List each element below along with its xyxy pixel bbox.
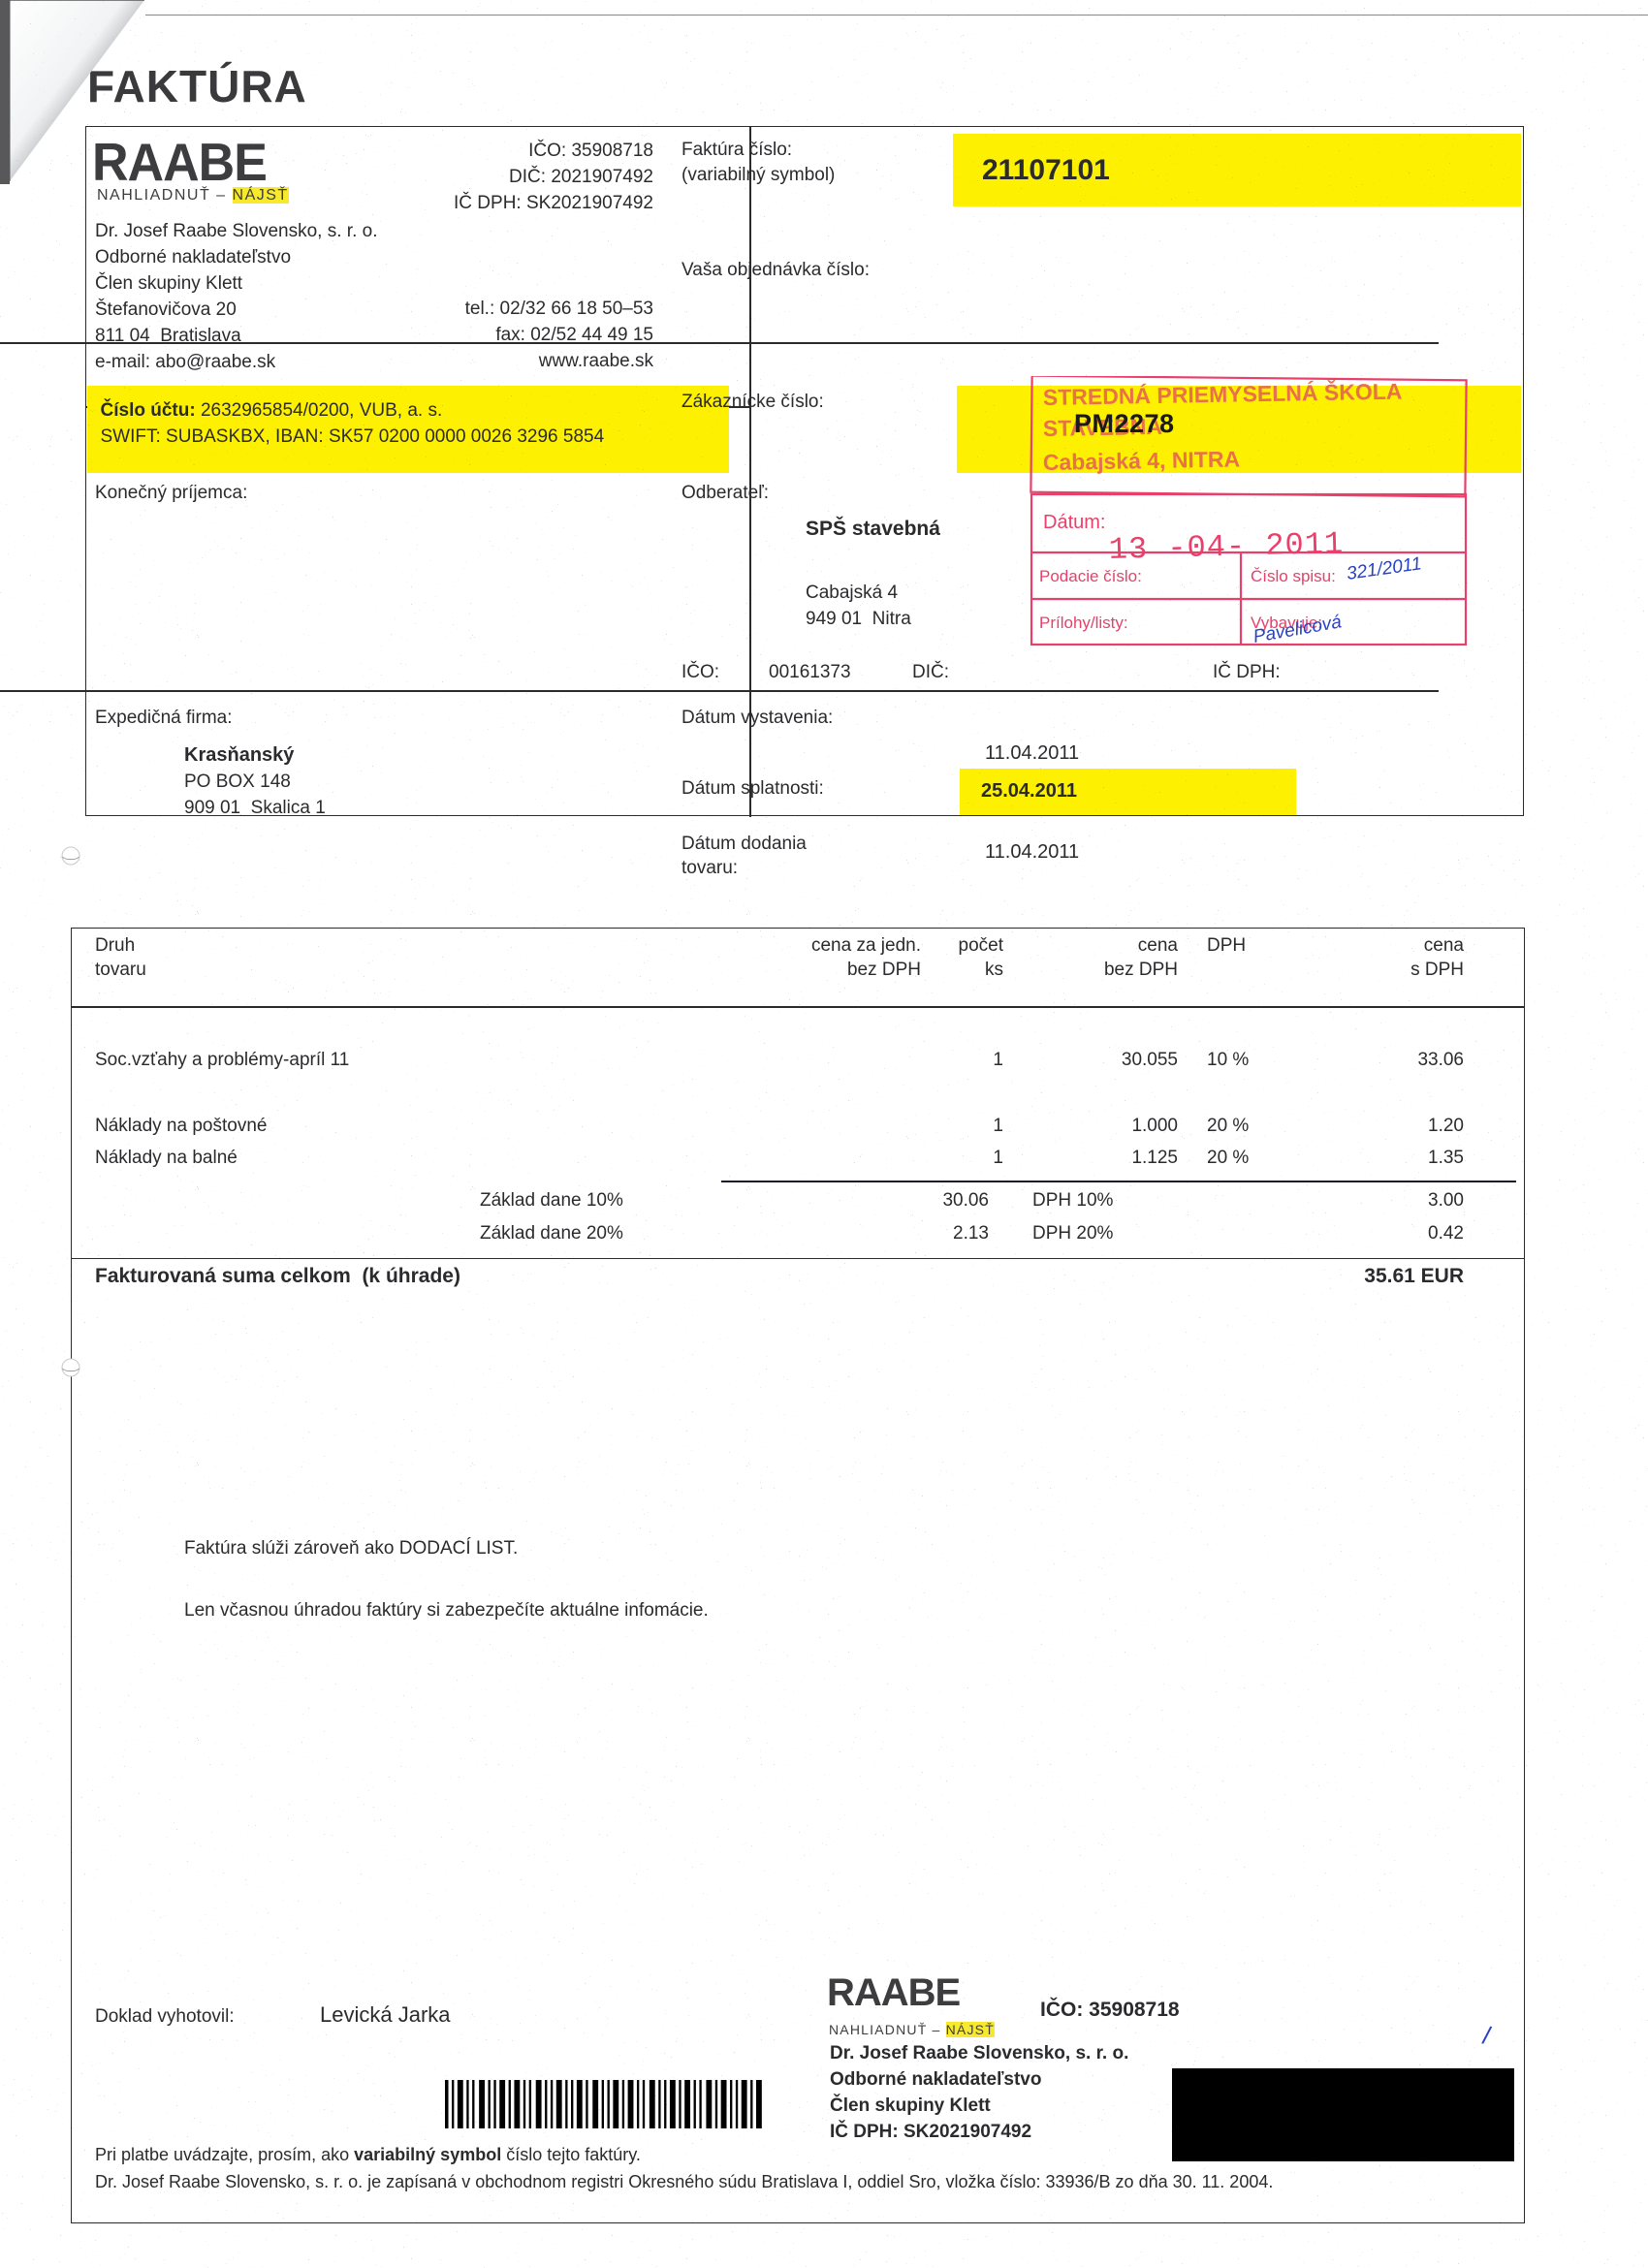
svg-text:Dátum:: Dátum: bbox=[1043, 512, 1105, 533]
svg-text:Prílohy/listy:: Prílohy/listy: bbox=[1039, 614, 1128, 632]
svg-text:Cabajská 4, NITRA: Cabajská 4, NITRA bbox=[1043, 446, 1241, 475]
svg-text:Číslo spisu:: Číslo spisu: bbox=[1251, 567, 1336, 585]
svg-text:Podacie číslo:: Podacie číslo: bbox=[1039, 567, 1142, 585]
svg-text:STREDNÁ PRIEMYSELNÁ ŠKOLA: STREDNÁ PRIEMYSELNÁ ŠKOLA bbox=[1043, 378, 1403, 410]
svg-text:321/2011: 321/2011 bbox=[1346, 553, 1423, 584]
svg-text:13 -04- 2011: 13 -04- 2011 bbox=[1108, 526, 1344, 568]
